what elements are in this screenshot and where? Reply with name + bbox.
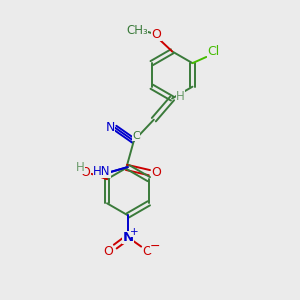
Text: −: − bbox=[150, 240, 160, 253]
Text: N: N bbox=[122, 231, 134, 244]
Text: N: N bbox=[106, 121, 115, 134]
Text: HN: HN bbox=[93, 165, 110, 178]
Text: C: C bbox=[132, 130, 140, 141]
Text: O: O bbox=[151, 166, 161, 178]
Text: H: H bbox=[176, 90, 185, 103]
Text: H: H bbox=[76, 161, 85, 174]
Text: CH₃: CH₃ bbox=[127, 24, 148, 37]
Text: O: O bbox=[81, 166, 91, 179]
Text: O: O bbox=[103, 245, 113, 258]
Text: O: O bbox=[143, 245, 153, 258]
Text: +: + bbox=[130, 227, 139, 237]
Text: O: O bbox=[152, 28, 161, 41]
Text: Cl: Cl bbox=[207, 45, 219, 58]
